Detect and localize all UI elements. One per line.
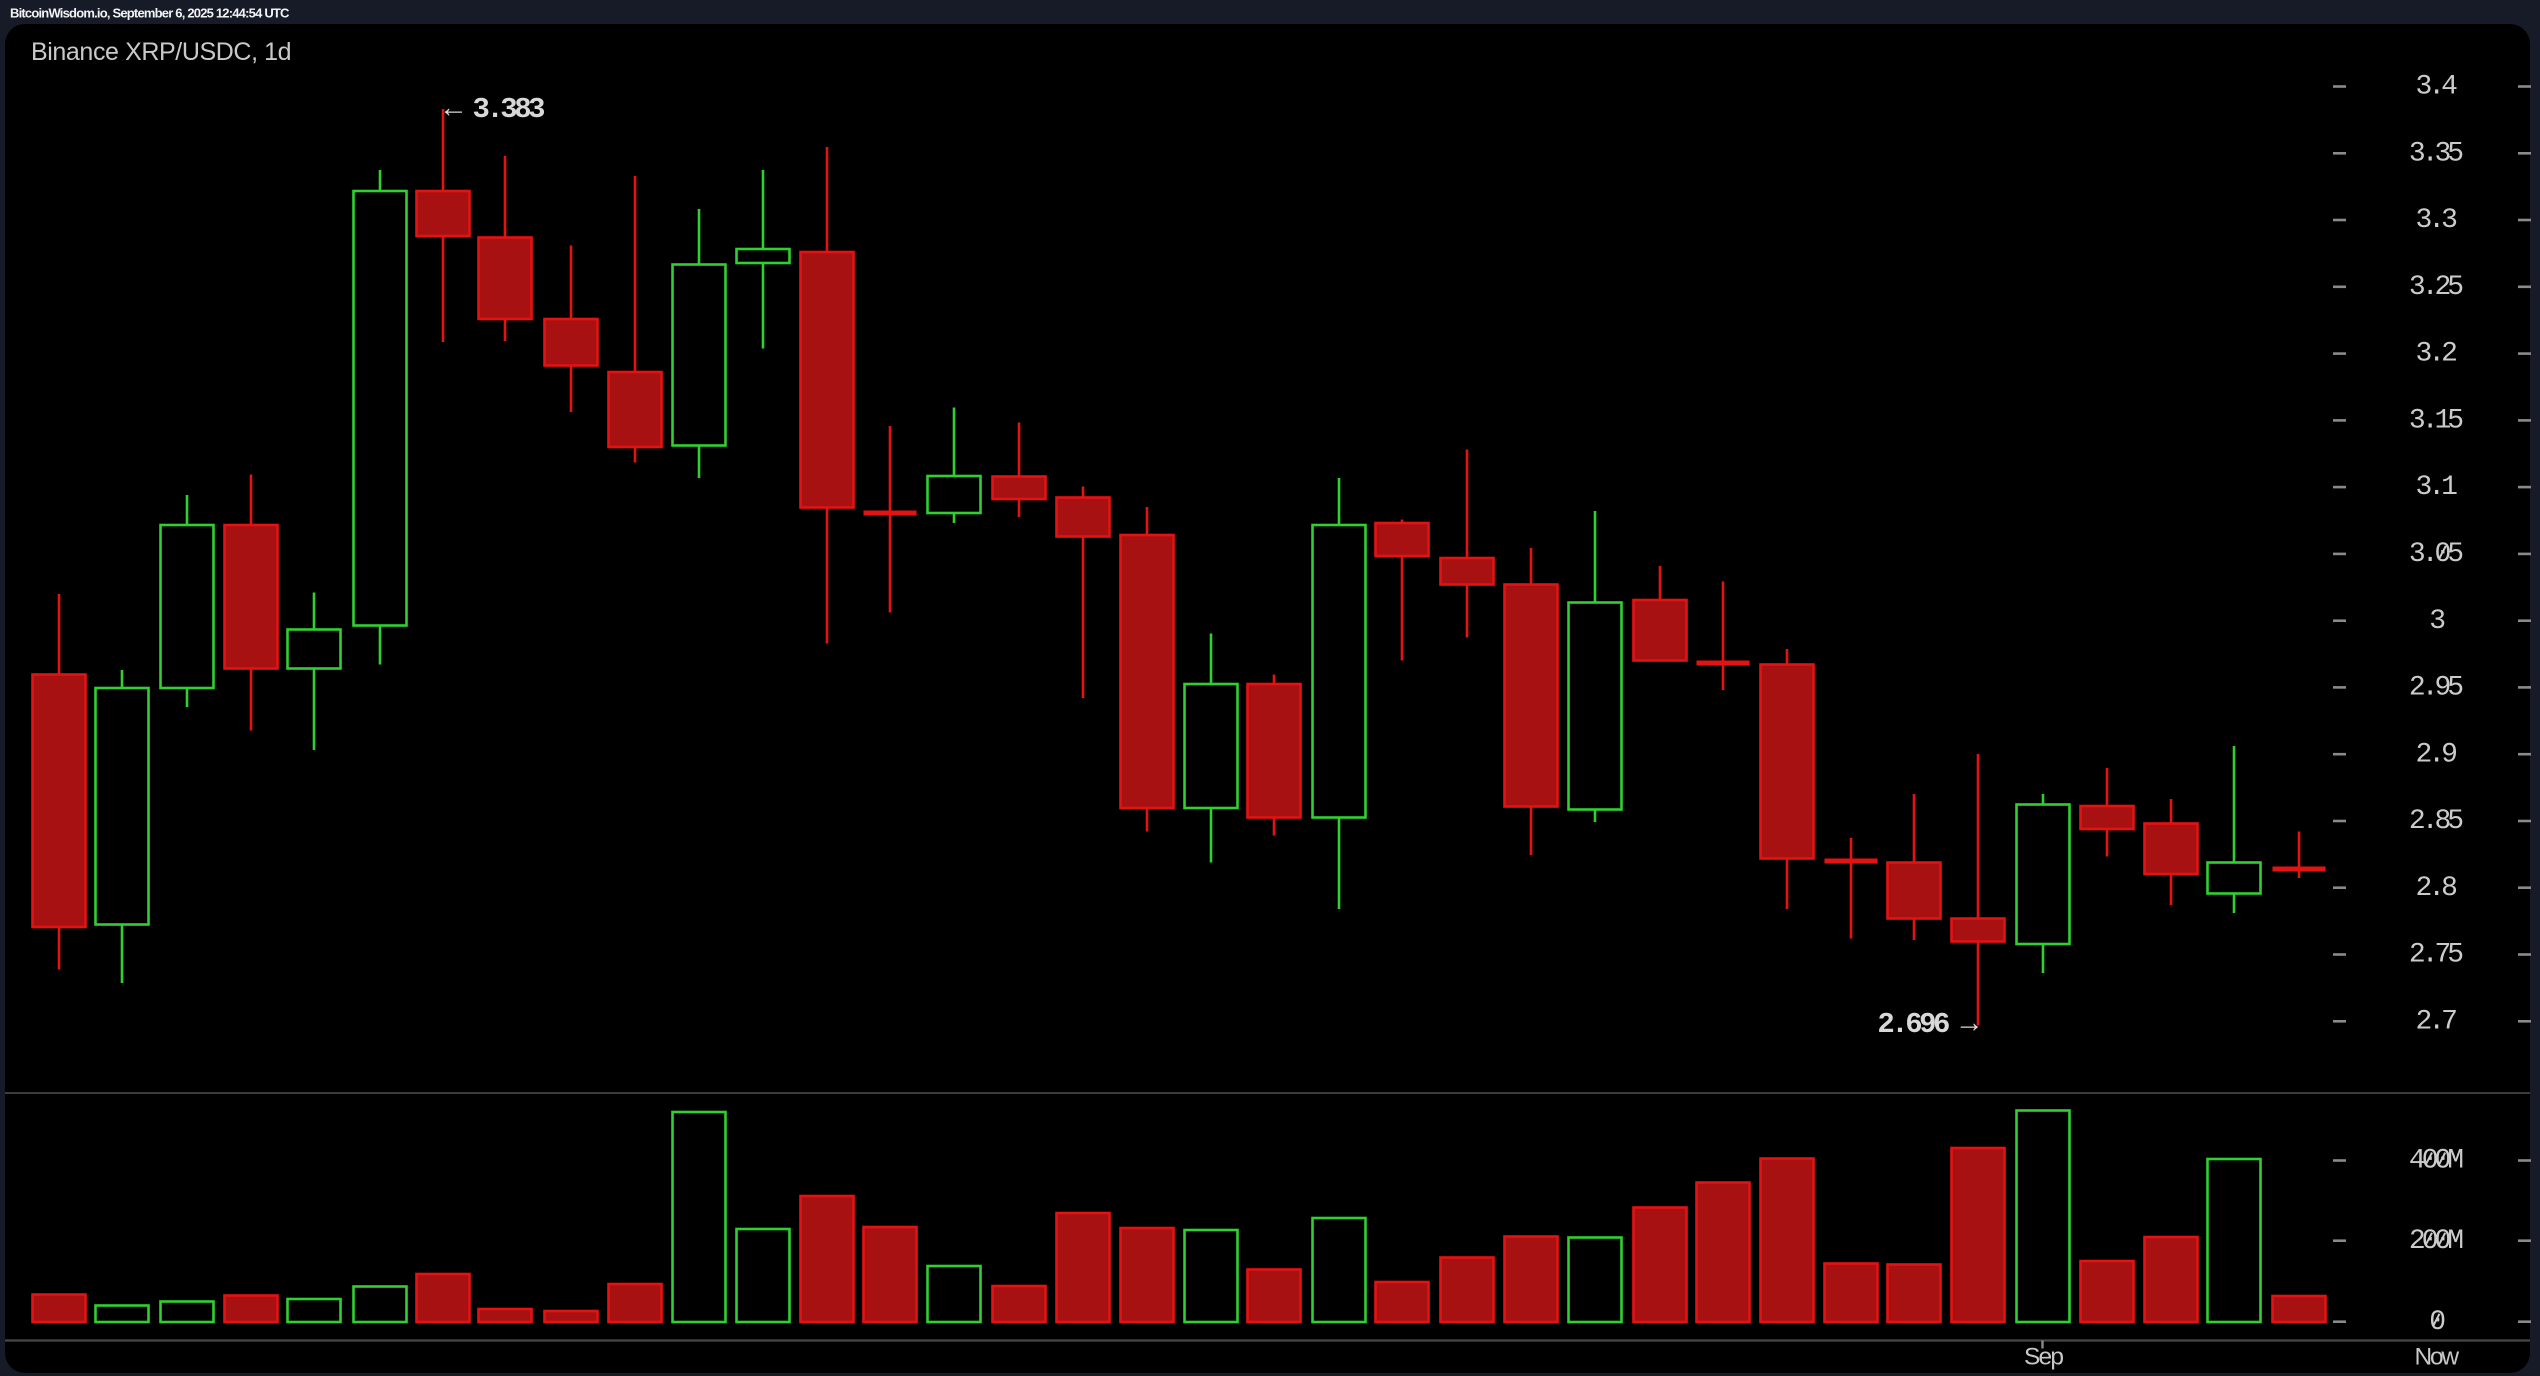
svg-text:Now: Now (2415, 1344, 2460, 1371)
svg-text:Binance XRP/USDC, 1d: Binance XRP/USDC, 1d (31, 38, 291, 66)
svg-text:3.05: 3.05 (2409, 539, 2463, 570)
svg-text:400M: 400M (2409, 1146, 2463, 1177)
svg-text:2.85: 2.85 (2409, 806, 2463, 837)
svg-text:3.35: 3.35 (2409, 138, 2463, 169)
svg-text:Sep: Sep (2024, 1344, 2063, 1371)
svg-text:2.7: 2.7 (2416, 1006, 2457, 1037)
svg-text:2.9: 2.9 (2416, 739, 2457, 770)
svg-text:2.8: 2.8 (2416, 873, 2457, 904)
svg-text:200M: 200M (2409, 1226, 2463, 1257)
svg-text:BitcoinWisdom.io, September 6,: BitcoinWisdom.io, September 6, 2025 12:4… (10, 6, 290, 21)
svg-text:2.75: 2.75 (2409, 940, 2463, 971)
svg-text:3.1: 3.1 (2416, 472, 2458, 503)
svg-text:2.696 →: 2.696 → (1877, 1008, 1978, 1041)
svg-text:← 3.383: ← 3.383 (445, 93, 544, 126)
svg-text:3.25: 3.25 (2409, 272, 2463, 303)
svg-text:3.2: 3.2 (2416, 339, 2457, 370)
svg-text:3.3: 3.3 (2416, 205, 2458, 236)
svg-text:2.95: 2.95 (2409, 673, 2463, 704)
svg-text:3.15: 3.15 (2409, 406, 2463, 437)
svg-text:3.4: 3.4 (2416, 72, 2458, 103)
